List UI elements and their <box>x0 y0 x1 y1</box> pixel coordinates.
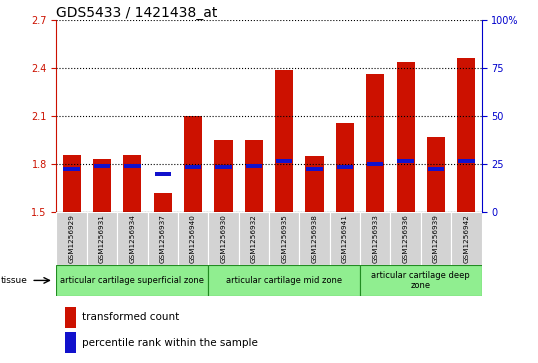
Bar <box>123 155 141 212</box>
Bar <box>56 265 208 296</box>
Text: GSM1256938: GSM1256938 <box>312 214 317 263</box>
Bar <box>65 307 76 328</box>
Bar <box>269 212 299 265</box>
Bar <box>63 167 80 171</box>
Text: GSM1256942: GSM1256942 <box>463 214 469 263</box>
Text: GSM1256939: GSM1256939 <box>433 214 439 263</box>
Bar <box>360 265 482 296</box>
Bar <box>391 212 421 265</box>
Bar <box>421 212 451 265</box>
Text: articular cartilage deep
zone: articular cartilage deep zone <box>371 271 470 290</box>
Bar <box>208 265 360 296</box>
Bar <box>276 159 292 163</box>
Bar <box>184 116 202 212</box>
Text: GSM1256931: GSM1256931 <box>99 214 105 263</box>
Bar <box>147 212 178 265</box>
Bar <box>367 162 384 166</box>
Bar <box>178 212 208 265</box>
Bar <box>397 62 415 212</box>
Bar <box>214 140 232 212</box>
Text: GSM1256935: GSM1256935 <box>281 214 287 263</box>
Bar <box>56 212 87 265</box>
Text: GSM1256934: GSM1256934 <box>129 214 136 263</box>
Bar <box>330 212 360 265</box>
Text: GDS5433 / 1421438_at: GDS5433 / 1421438_at <box>56 6 218 20</box>
Bar <box>337 166 353 170</box>
Text: GSM1256929: GSM1256929 <box>69 214 75 263</box>
Bar <box>215 166 232 170</box>
Bar <box>398 159 414 163</box>
Bar <box>306 167 323 171</box>
Bar <box>185 166 201 170</box>
Text: articular cartilage mid zone: articular cartilage mid zone <box>226 276 342 285</box>
Text: transformed count: transformed count <box>82 313 179 322</box>
Text: GSM1256940: GSM1256940 <box>190 214 196 263</box>
Bar <box>65 333 76 354</box>
Text: GSM1256941: GSM1256941 <box>342 214 348 263</box>
Bar <box>239 212 269 265</box>
Bar <box>154 172 171 176</box>
Text: articular cartilage superficial zone: articular cartilage superficial zone <box>60 276 204 285</box>
Bar <box>336 123 354 212</box>
Bar <box>94 164 110 168</box>
Text: percentile rank within the sample: percentile rank within the sample <box>82 338 258 348</box>
Text: GSM1256937: GSM1256937 <box>160 214 166 263</box>
Text: tissue: tissue <box>1 276 28 285</box>
Bar <box>246 164 262 168</box>
Text: GSM1256930: GSM1256930 <box>221 214 226 263</box>
Bar <box>117 212 147 265</box>
Text: GSM1256936: GSM1256936 <box>402 214 409 263</box>
Bar <box>360 212 391 265</box>
Bar <box>457 58 476 212</box>
Bar <box>208 212 239 265</box>
Bar <box>124 164 140 168</box>
Bar <box>87 212 117 265</box>
Bar <box>62 155 81 212</box>
Bar <box>458 159 475 163</box>
Bar <box>427 137 445 212</box>
Bar <box>154 193 172 212</box>
Bar <box>299 212 330 265</box>
Bar <box>306 156 324 212</box>
Bar <box>366 74 384 212</box>
Text: GSM1256932: GSM1256932 <box>251 214 257 263</box>
Bar <box>245 140 263 212</box>
Text: GSM1256933: GSM1256933 <box>372 214 378 263</box>
Bar <box>275 70 293 212</box>
Bar <box>451 212 482 265</box>
Bar <box>428 167 444 171</box>
Bar <box>93 159 111 212</box>
